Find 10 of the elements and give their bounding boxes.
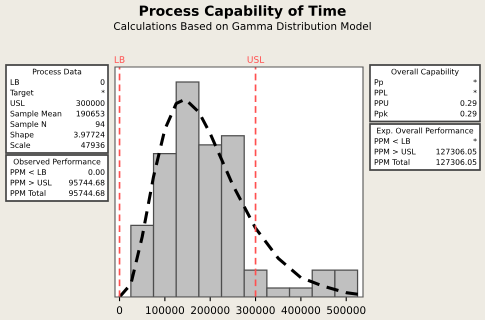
ref-line-label: USL	[248, 56, 264, 63]
x-tick-label: 0	[116, 306, 122, 314]
ref-line-label: LB	[114, 56, 125, 63]
x-tick-label: 100000	[146, 306, 184, 314]
x-tick-label: 300000	[236, 306, 275, 314]
chart-subtitle: Calculations Based on Gamma Distribution Model	[114, 22, 371, 30]
x-tick-label: 200000	[191, 306, 230, 314]
x-tick-label: 500000	[327, 306, 366, 314]
x-tick-label: 400000	[282, 306, 320, 314]
chart-title: Process Capability of Time	[140, 5, 346, 19]
